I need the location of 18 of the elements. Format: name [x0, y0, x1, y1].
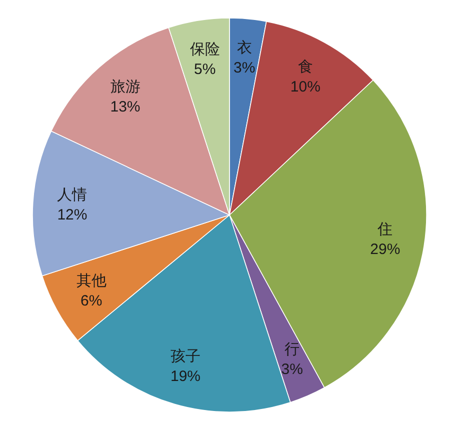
- data-label: 6%: [80, 292, 102, 310]
- slice-label: 衣: [236, 40, 252, 57]
- data-label: 19%: [170, 368, 201, 385]
- data-label: 29%: [370, 241, 400, 258]
- data-label: 3%: [281, 361, 303, 378]
- slice-label: 旅游: [110, 78, 140, 96]
- slice-label: 保险: [190, 40, 220, 58]
- data-label: 10%: [290, 78, 320, 96]
- data-label: 5%: [194, 60, 216, 78]
- slice-label: 孩子: [170, 348, 201, 365]
- slice-label: 行: [284, 341, 300, 358]
- slice-label: 人情: [57, 186, 88, 204]
- data-label: 3%: [233, 60, 256, 77]
- slice-label: 其他: [76, 272, 106, 290]
- slice-label: 住: [376, 221, 393, 238]
- data-label: 12%: [57, 206, 88, 224]
- data-label: 13%: [110, 98, 140, 116]
- slice-label: 食: [298, 58, 313, 76]
